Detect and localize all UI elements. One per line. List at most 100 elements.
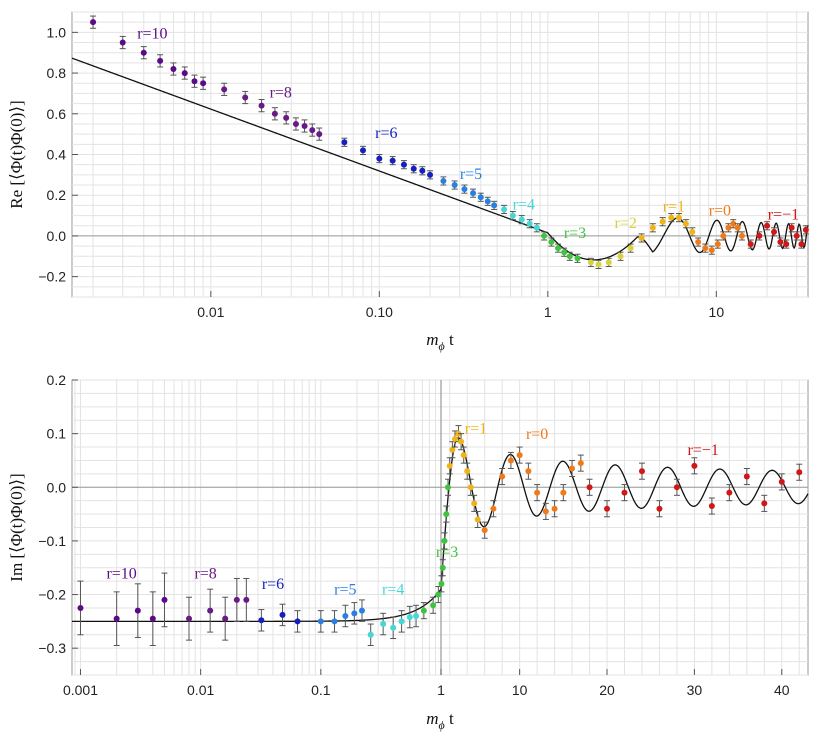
data-point <box>309 127 316 134</box>
series-label: r=3 <box>564 225 586 242</box>
data-point <box>446 462 453 469</box>
data-point <box>525 468 532 475</box>
data-point <box>376 155 383 162</box>
data-point <box>140 49 147 56</box>
series-r6 <box>341 137 434 180</box>
data-point <box>460 452 467 459</box>
data-point <box>458 438 465 445</box>
data-point <box>605 259 612 266</box>
data-point <box>617 253 624 260</box>
y-tick-label: −0.2 <box>38 587 66 603</box>
data-point <box>90 19 97 26</box>
data-point <box>398 618 405 625</box>
series-label: r=4 <box>513 196 535 213</box>
data-point <box>734 224 741 231</box>
series-label: r=−1 <box>768 207 799 224</box>
data-point <box>258 102 265 109</box>
data-point <box>77 604 84 611</box>
imaginary-part-chart: −0.3 −0.2 −0.1 0.0 0.1 0.2 0.001 0.01 0.1 1 10 20 30… <box>7 372 809 732</box>
y-tick-label: 0.6 <box>47 106 67 122</box>
data-point <box>443 511 450 518</box>
series-label: r=10 <box>106 565 136 582</box>
series-label: r=5 <box>460 166 482 183</box>
data-point <box>771 228 778 235</box>
series-label: r=1 <box>465 421 487 438</box>
series-label: r=5 <box>334 582 356 599</box>
data-point <box>560 489 567 496</box>
data-point <box>181 70 188 77</box>
data-point <box>351 610 358 617</box>
data-point <box>491 202 498 209</box>
y-tick-label: 0.1 <box>47 426 67 442</box>
x-tick-label: 10 <box>512 682 528 698</box>
data-point <box>747 241 754 248</box>
data-point <box>470 190 477 197</box>
data-point <box>526 220 533 227</box>
data-point <box>516 452 523 459</box>
data-point <box>420 607 427 614</box>
series-r1 <box>446 425 481 528</box>
data-point <box>730 220 737 227</box>
data-point <box>656 505 663 512</box>
data-point <box>714 241 721 248</box>
series-label: r=10 <box>137 25 167 42</box>
data-point <box>242 94 249 101</box>
gridlines <box>72 11 808 298</box>
data-point <box>708 503 715 510</box>
y-tick-label: 0.0 <box>47 228 67 244</box>
data-point <box>586 484 593 491</box>
data-point <box>778 478 785 485</box>
data-point <box>341 139 348 146</box>
data-point <box>367 631 374 638</box>
data-point <box>743 473 750 480</box>
data-point <box>474 516 481 523</box>
series-r10 <box>90 15 207 90</box>
data-point <box>638 468 645 475</box>
data-point <box>119 39 126 46</box>
data-point <box>161 596 168 603</box>
y-tick-label: 0.0 <box>47 479 67 495</box>
data-point <box>389 157 396 164</box>
data-point <box>783 241 790 248</box>
data-point <box>400 161 407 168</box>
data-point <box>695 239 702 246</box>
data-point <box>499 473 506 480</box>
series-label: r=0 <box>709 203 731 220</box>
data-point <box>649 224 656 231</box>
data-point <box>788 224 795 231</box>
series-label: r=8 <box>194 565 216 582</box>
data-point <box>464 468 471 475</box>
ticks: −0.2 0.0 0.2 0.4 0.6 0.8 1.0 0.01 0.10 1 10 <box>38 24 724 320</box>
data-point <box>359 147 366 154</box>
data-point <box>627 245 634 252</box>
data-point <box>761 500 768 507</box>
data-point <box>406 614 413 621</box>
data-point <box>604 505 611 512</box>
data-point <box>533 224 540 231</box>
data-point <box>440 177 447 184</box>
series-r3 <box>541 231 581 263</box>
data-point <box>587 259 594 266</box>
data-point <box>490 505 497 512</box>
data-point <box>725 224 732 231</box>
x-tick-label: 0.01 <box>187 682 214 698</box>
data-point <box>574 255 581 262</box>
data-point <box>595 261 602 268</box>
data-point <box>668 214 675 221</box>
data-point <box>471 500 478 507</box>
series-label: r=2 <box>615 215 637 232</box>
data-point <box>419 167 426 174</box>
x-axis-label-tail: t <box>445 709 454 728</box>
series-r8 <box>221 82 323 141</box>
data-point <box>569 465 576 472</box>
y-tick-label: 0.8 <box>47 65 67 81</box>
data-point <box>222 615 229 622</box>
ticks: −0.3 −0.2 −0.1 0.0 0.1 0.2 0.001 0.01 0.1 1 10 20 30… <box>38 372 789 698</box>
data-point <box>638 234 645 241</box>
x-axis-label-main: m <box>426 330 438 349</box>
y-axis-label: Re [⟨Φ(t)Φ(0)⟩] <box>7 100 26 208</box>
data-point <box>113 615 120 622</box>
data-point <box>191 78 198 85</box>
data-point <box>186 615 193 622</box>
data-point <box>673 484 680 491</box>
